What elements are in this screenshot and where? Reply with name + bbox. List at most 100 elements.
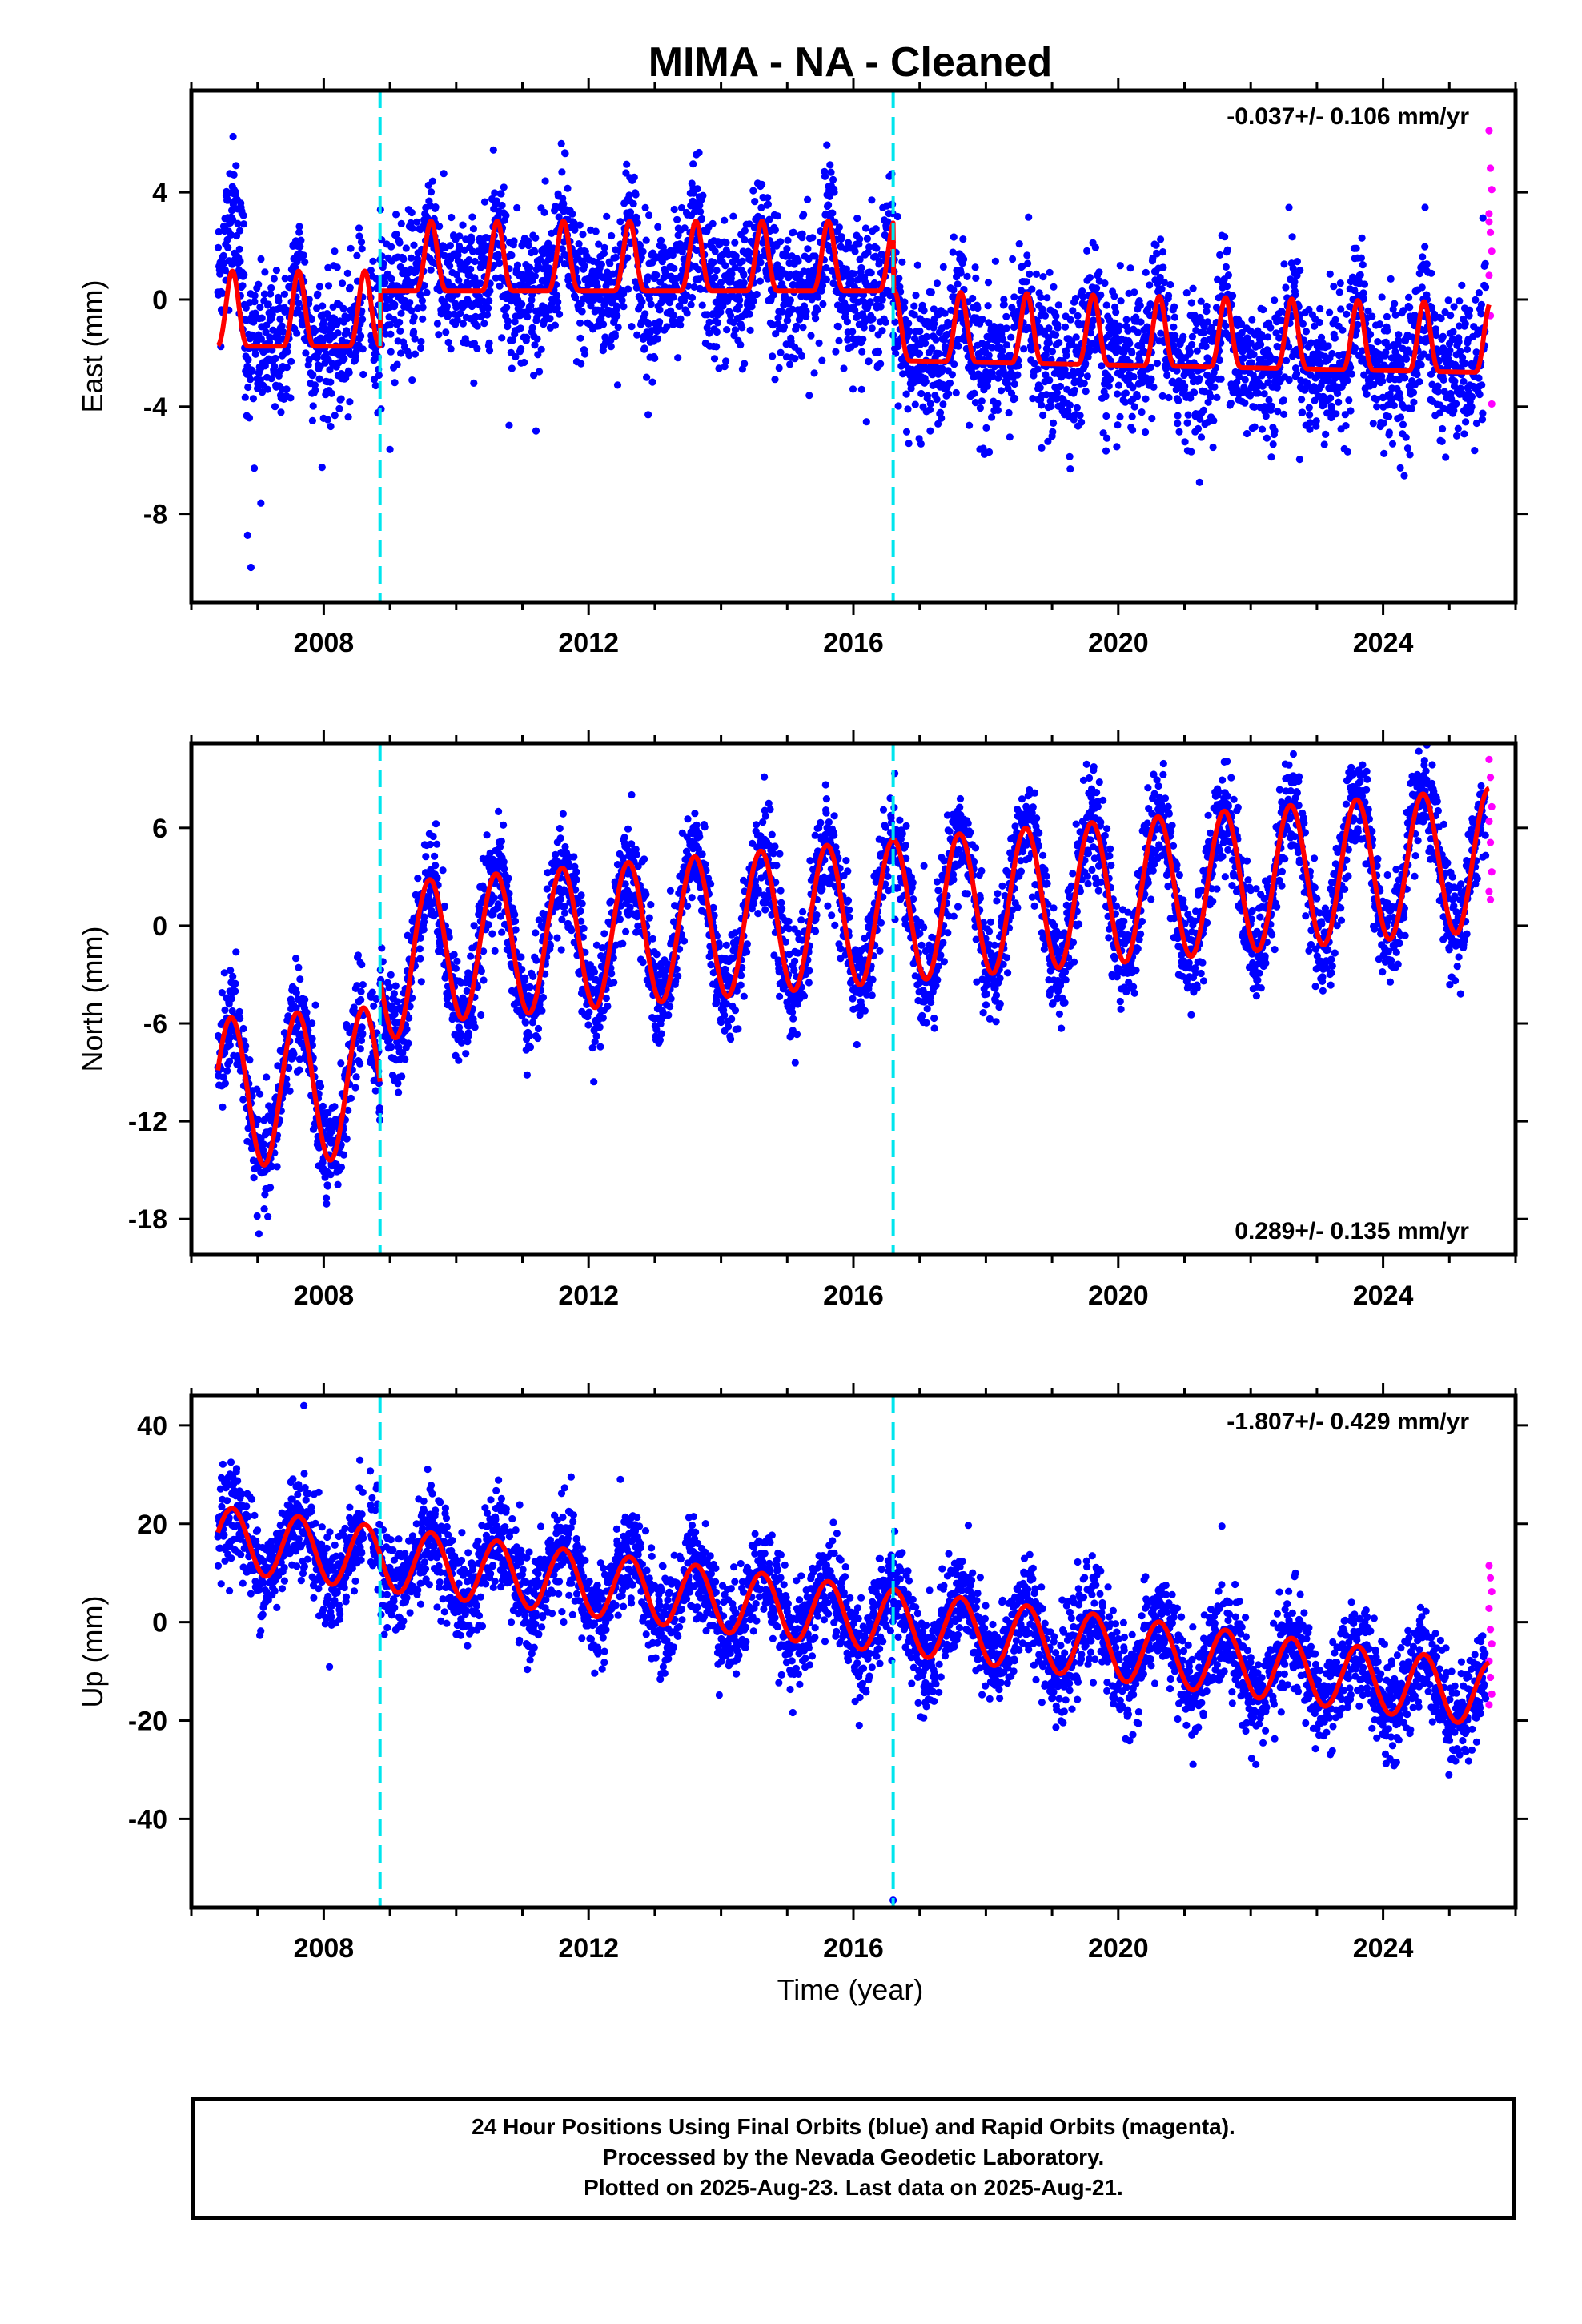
final-point [1326, 308, 1334, 316]
final-point [232, 948, 240, 956]
plot-area [214, 743, 1496, 1255]
final-point [978, 397, 986, 405]
final-point [446, 262, 454, 270]
final-point [1195, 478, 1203, 486]
final-point [394, 1080, 402, 1088]
final-point [503, 304, 511, 312]
final-point [334, 1180, 342, 1188]
final-point [819, 300, 827, 308]
final-point [498, 334, 506, 342]
final-point [355, 224, 363, 232]
final-point [745, 310, 754, 318]
final-point [531, 247, 539, 256]
final-point [539, 265, 547, 273]
final-point [994, 400, 1002, 408]
final-point [1312, 417, 1320, 425]
final-point [711, 273, 719, 282]
final-point [804, 195, 812, 203]
final-point [939, 263, 947, 271]
final-point [807, 332, 815, 340]
final-point [740, 279, 748, 287]
final-point [271, 363, 279, 371]
final-point [1328, 349, 1336, 358]
final-point [1210, 416, 1218, 424]
final-point [1150, 383, 1158, 391]
final-point [1095, 268, 1103, 276]
final-point [643, 373, 651, 381]
final-point [451, 310, 459, 318]
final-point [1347, 407, 1355, 415]
final-point [249, 395, 257, 403]
final-point [1379, 419, 1387, 427]
final-point [1146, 281, 1154, 289]
final-point [227, 231, 235, 239]
final-point [396, 239, 404, 247]
final-point [333, 263, 341, 271]
final-point [1195, 375, 1203, 383]
final-point [1400, 472, 1408, 480]
final-point [1396, 413, 1405, 421]
final-point [978, 316, 986, 324]
final-point [1102, 447, 1110, 455]
final-point [1285, 203, 1293, 211]
final-point [1401, 374, 1409, 382]
final-point [1345, 396, 1353, 404]
final-point [628, 323, 636, 331]
final-point [1263, 434, 1271, 442]
final-point [676, 302, 684, 310]
final-point [1211, 383, 1219, 391]
final-point [459, 221, 467, 229]
final-point [749, 187, 757, 195]
final-point [829, 175, 837, 183]
final-point [1148, 414, 1156, 423]
final-point [267, 375, 275, 383]
final-point [1403, 444, 1411, 452]
final-point [292, 955, 300, 963]
final-point [375, 371, 383, 380]
final-point [1191, 388, 1199, 396]
final-point [1158, 285, 1166, 293]
final-point [219, 1103, 227, 1111]
final-point [920, 307, 928, 315]
final-point [1189, 284, 1197, 292]
final-point [1047, 402, 1055, 411]
final-point [905, 440, 913, 448]
final-point [229, 132, 237, 141]
final-point [448, 213, 456, 222]
final-point [308, 1035, 316, 1043]
final-point [416, 945, 424, 953]
final-point [690, 283, 698, 291]
final-point [1188, 332, 1196, 340]
final-point [901, 298, 909, 306]
final-point [794, 257, 802, 265]
final-point [630, 173, 638, 181]
final-point [1159, 263, 1167, 271]
final-point [1006, 433, 1014, 441]
final-point [1336, 279, 1344, 287]
final-point [902, 390, 910, 398]
final-point [639, 247, 647, 255]
final-point [728, 270, 736, 278]
final-point [1158, 392, 1166, 400]
final-point [518, 300, 526, 308]
final-point [1025, 213, 1033, 221]
final-point [786, 296, 795, 304]
final-point [508, 364, 516, 372]
final-point [1241, 399, 1249, 407]
final-point [758, 180, 766, 188]
final-point [468, 235, 476, 243]
final-point [1184, 411, 1192, 419]
final-point [1476, 391, 1484, 399]
final-point [1046, 376, 1054, 384]
final-point [404, 1039, 412, 1047]
final-point [387, 1043, 396, 1051]
final-point [804, 245, 812, 253]
final-point [695, 148, 703, 157]
final-point [1097, 291, 1105, 299]
final-point [337, 1163, 346, 1172]
final-point [592, 227, 600, 235]
final-point [949, 248, 957, 256]
final-point [1045, 339, 1053, 347]
final-point [319, 1102, 327, 1110]
final-point [467, 265, 475, 273]
